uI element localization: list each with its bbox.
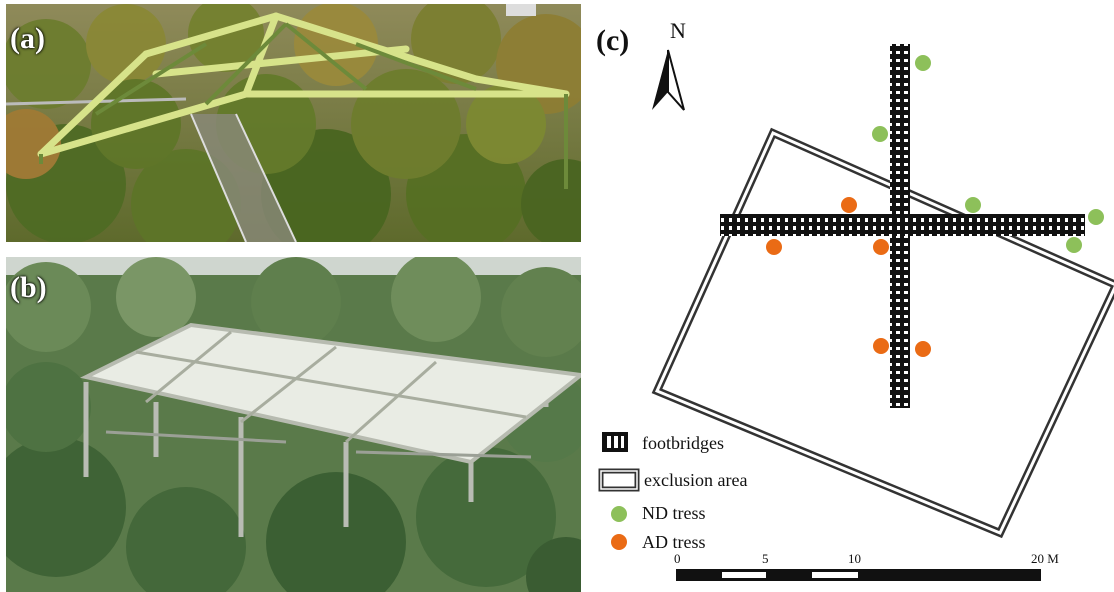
legend-item-ad-tress: AD tress bbox=[611, 532, 706, 552]
legend-label-exclusion-area: exclusion area bbox=[644, 470, 747, 490]
scale-tick-20m: 20 M bbox=[1031, 551, 1059, 566]
legend-label-nd-tress: ND tress bbox=[642, 503, 706, 523]
nd-tree bbox=[965, 197, 981, 213]
panel-label-a: (a) bbox=[10, 22, 45, 55]
nd-tree bbox=[1066, 237, 1082, 253]
scale-tick-0: 0 bbox=[674, 551, 681, 566]
legend-label-footbridges: footbridges bbox=[642, 433, 724, 453]
panel-label-b: (b) bbox=[10, 271, 47, 304]
legend-item-footbridges: footbridges bbox=[602, 432, 724, 453]
nd-tree bbox=[872, 126, 888, 142]
nd-trees bbox=[872, 55, 1104, 253]
canopy-walkway-photo bbox=[6, 4, 581, 242]
nd-tree bbox=[915, 55, 931, 71]
ad-tree bbox=[766, 239, 782, 255]
legend-item-exclusion-area: exclusion area bbox=[598, 468, 747, 492]
north-label: N bbox=[670, 18, 686, 43]
scale-tick-10: 10 bbox=[848, 551, 861, 566]
map-panel-c: (c) N bbox=[590, 0, 1114, 592]
legend: footbridges exclusion area ND tress AD t… bbox=[598, 432, 747, 552]
photo-panel-a: (a) bbox=[6, 4, 581, 242]
photo-panel-b: (b) bbox=[6, 257, 581, 592]
ad-tree bbox=[841, 197, 857, 213]
nd-tree bbox=[1088, 209, 1104, 225]
footbridge-horizontal bbox=[720, 214, 1085, 236]
legend-label-ad-tress: AD tress bbox=[642, 532, 706, 552]
rain-exclusion-roof-photo bbox=[6, 257, 581, 592]
ad-tree bbox=[873, 239, 889, 255]
ad-tree bbox=[873, 338, 889, 354]
ad-trees bbox=[766, 197, 931, 357]
site-map: N bbox=[598, 18, 1114, 581]
ad-tree bbox=[915, 341, 931, 357]
legend-item-nd-tress: ND tress bbox=[611, 503, 706, 523]
scale-bar: 0 5 10 20 M bbox=[674, 551, 1059, 581]
north-arrow-icon: N bbox=[652, 18, 686, 111]
scale-tick-5: 5 bbox=[762, 551, 769, 566]
panel-label-c: (c) bbox=[596, 24, 630, 57]
